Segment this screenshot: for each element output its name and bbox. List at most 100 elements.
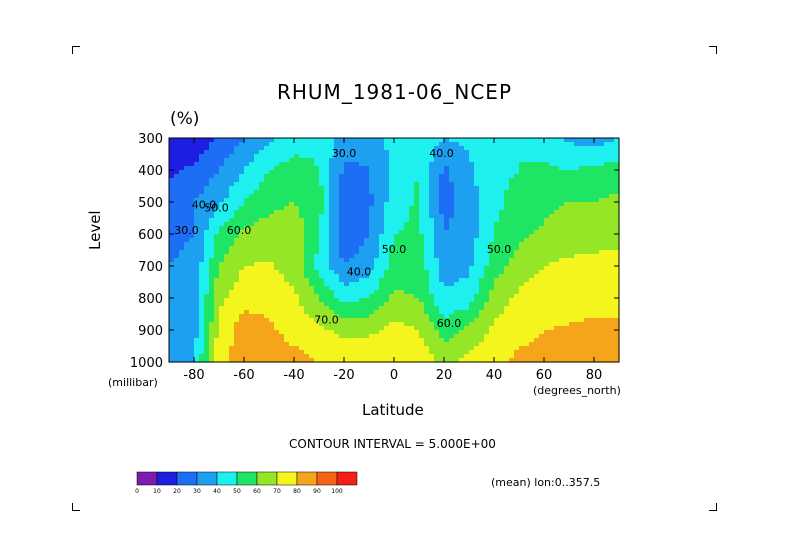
field-cell: [454, 154, 460, 159]
field-cell: [534, 298, 540, 303]
field-cell: [454, 322, 460, 327]
field-cell: [244, 222, 250, 227]
field-cell: [199, 174, 205, 179]
field-cell: [519, 350, 525, 355]
field-cell: [319, 322, 325, 327]
field-cell: [429, 226, 435, 231]
field-cell: [429, 270, 435, 275]
field-cell: [304, 282, 310, 287]
field-cell: [229, 158, 235, 163]
field-cell: [269, 334, 275, 339]
field-cell: [229, 306, 235, 311]
field-cell: [579, 354, 585, 359]
field-cell: [514, 314, 520, 319]
field-cell: [259, 202, 265, 207]
field-cell: [169, 270, 175, 275]
field-cell: [439, 326, 445, 331]
field-cell: [229, 354, 235, 359]
field-cell: [219, 242, 225, 247]
field-cell: [429, 166, 435, 171]
field-cell: [499, 138, 505, 143]
field-cell: [494, 306, 500, 311]
field-cell: [239, 330, 245, 335]
field-cell: [224, 214, 230, 219]
field-cell: [544, 298, 550, 303]
field-cell: [179, 218, 185, 223]
field-cell: [404, 150, 410, 155]
field-cell: [184, 342, 190, 347]
field-cell: [394, 326, 400, 331]
field-cell: [584, 154, 590, 159]
field-cell: [554, 342, 560, 347]
field-cell: [309, 182, 315, 187]
field-cell: [334, 346, 340, 351]
field-cell: [224, 334, 230, 339]
field-cell: [214, 166, 220, 171]
field-cell: [184, 258, 190, 263]
field-cell: [284, 198, 290, 203]
field-cell: [314, 138, 320, 143]
field-cell: [559, 190, 565, 195]
field-cell: [579, 166, 585, 171]
field-cell: [254, 318, 260, 323]
field-cell: [469, 346, 475, 351]
field-cell: [389, 266, 395, 271]
field-cell: [329, 142, 335, 147]
field-cell: [544, 314, 550, 319]
field-cell: [179, 318, 185, 323]
field-cell: [509, 166, 515, 171]
field-cell: [424, 210, 430, 215]
field-cell: [349, 190, 355, 195]
field-cell: [594, 298, 600, 303]
field-cell: [489, 242, 495, 247]
field-cell: [214, 222, 220, 227]
field-cell: [379, 206, 385, 211]
field-cell: [519, 298, 525, 303]
field-cell: [324, 242, 330, 247]
field-cell: [454, 294, 460, 299]
field-cell: [609, 334, 615, 339]
field-cell: [354, 138, 360, 143]
field-cell: [384, 154, 390, 159]
field-cell: [454, 338, 460, 343]
field-cell: [264, 242, 270, 247]
field-cell: [214, 266, 220, 271]
field-cell: [294, 250, 300, 255]
field-cell: [434, 214, 440, 219]
field-cell: [394, 214, 400, 219]
field-cell: [354, 274, 360, 279]
field-cell: [409, 182, 415, 187]
field-cell: [584, 322, 590, 327]
field-cell: [594, 246, 600, 251]
field-cell: [554, 146, 560, 151]
field-cell: [244, 326, 250, 331]
field-cell: [199, 334, 205, 339]
field-cell: [299, 246, 305, 251]
field-cell: [549, 354, 555, 359]
field-cell: [279, 206, 285, 211]
field-cell: [239, 230, 245, 235]
field-cell: [299, 334, 305, 339]
field-cell: [509, 322, 515, 327]
field-cell: [294, 146, 300, 151]
field-cell: [494, 354, 500, 359]
field-cell: [614, 222, 620, 227]
field-cell: [514, 334, 520, 339]
field-cell: [209, 214, 215, 219]
field-cell: [559, 210, 565, 215]
field-cell: [509, 202, 515, 207]
field-cell: [294, 166, 300, 171]
field-cell: [549, 290, 555, 295]
field-cell: [254, 298, 260, 303]
field-cell: [184, 242, 190, 247]
field-cell: [364, 150, 370, 155]
field-cell: [319, 198, 325, 203]
field-cell: [399, 354, 405, 359]
field-cell: [469, 150, 475, 155]
field-cell: [264, 154, 270, 159]
field-cell: [459, 210, 465, 215]
field-cell: [599, 142, 605, 147]
field-cell: [334, 318, 340, 323]
field-cell: [604, 194, 610, 199]
field-cell: [394, 142, 400, 147]
